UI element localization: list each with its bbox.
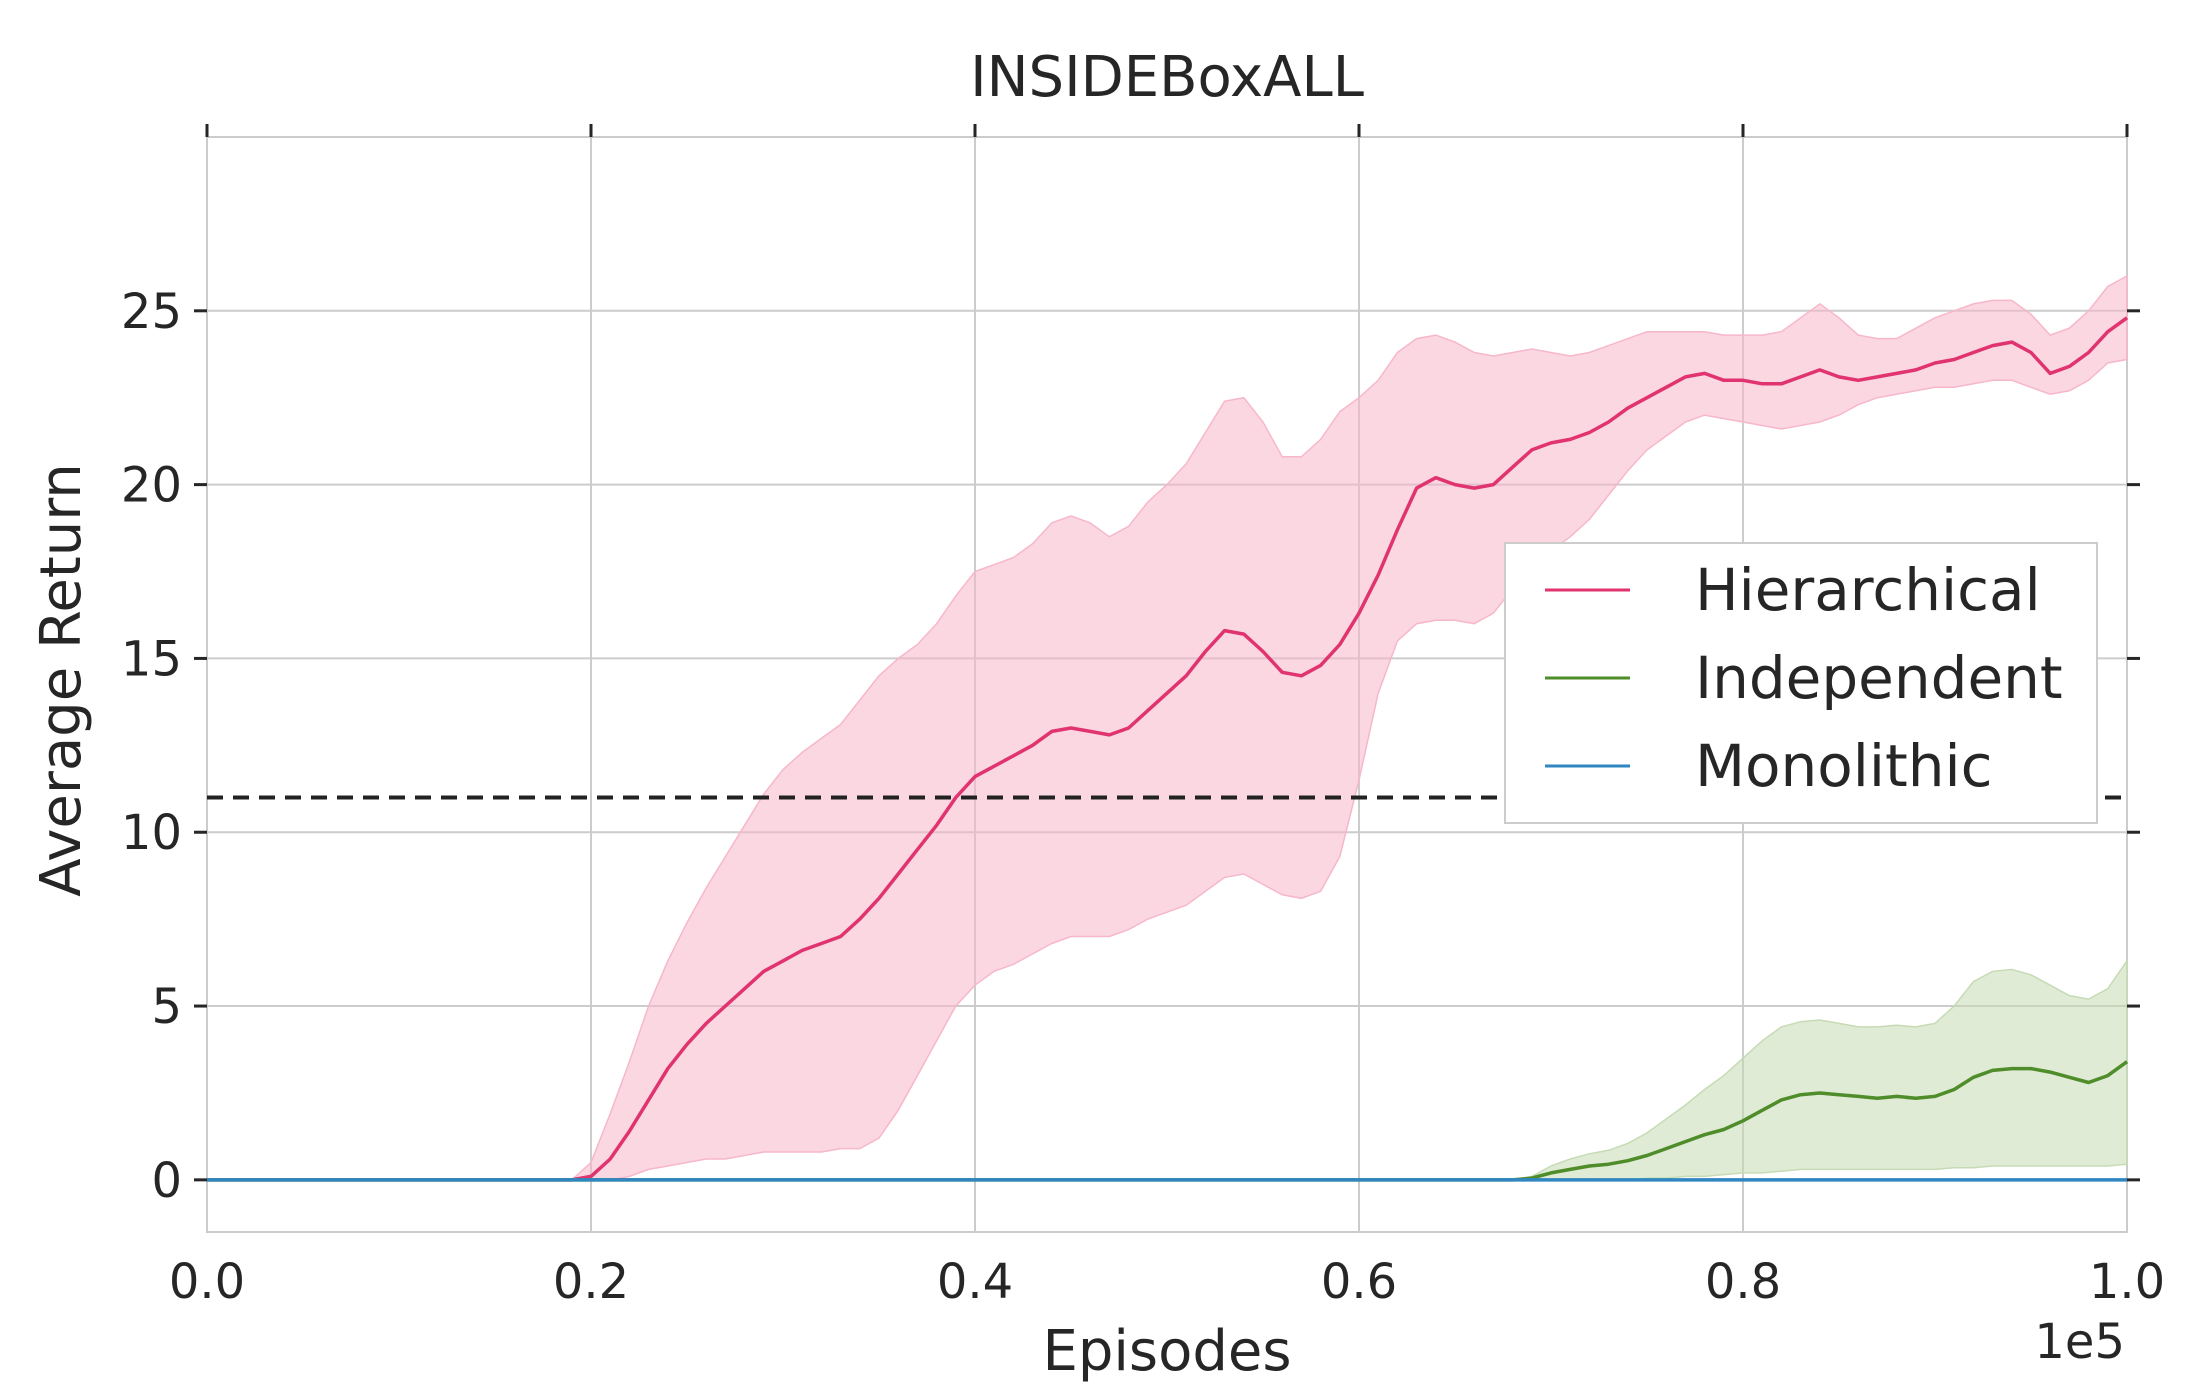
x-tick-label-1: 0.2 (553, 1254, 629, 1310)
legend-label-independent: Independent (1695, 644, 2063, 712)
legend-label-monolithic: Monolithic (1695, 732, 1993, 800)
x-tick-label-2: 0.4 (937, 1254, 1013, 1310)
y-tick-label-3: 15 (121, 631, 182, 687)
plot-border (206, 136, 2128, 1233)
x-axis-offset-label: 1e5 (2034, 1314, 2125, 1370)
series-line-independent (207, 1060, 2129, 1182)
x-tick-label-3: 0.6 (1321, 1254, 1397, 1310)
legend-label-hierarchical: Hierarchical (1695, 556, 2041, 624)
chart-title: INSIDEBoxALL (970, 45, 1364, 110)
axes-frame (206, 136, 2128, 1233)
band-hierarchical (207, 274, 2128, 1181)
series-lines (207, 316, 2129, 1182)
y-tick-label-5: 25 (121, 284, 182, 340)
y-tick-label-1: 5 (151, 979, 182, 1035)
x-tick-label-4: 0.8 (1705, 1254, 1781, 1310)
x-tick-label-0: 0.0 (169, 1254, 245, 1310)
y-tick-label-0: 0 (151, 1153, 182, 1209)
x-tick-labels: 0.0 0.2 0.4 0.6 0.8 1.0 (169, 1254, 2165, 1310)
y-tick-label-2: 10 (121, 805, 182, 861)
y-tick-labels: 0 5 10 15 20 25 (121, 284, 182, 1209)
x-tick-label-5: 1.0 (2089, 1254, 2165, 1310)
legend: Hierarchical Independent Monolithic (1504, 542, 2098, 824)
y-axis-title: Average Return (29, 463, 94, 897)
y-tick-label-4: 20 (121, 458, 182, 514)
band-independent (207, 958, 2128, 1181)
tick-marks (194, 124, 2140, 1182)
series-line-hierarchical (207, 316, 2129, 1182)
x-axis-title: Episodes (1042, 1319, 1291, 1384)
